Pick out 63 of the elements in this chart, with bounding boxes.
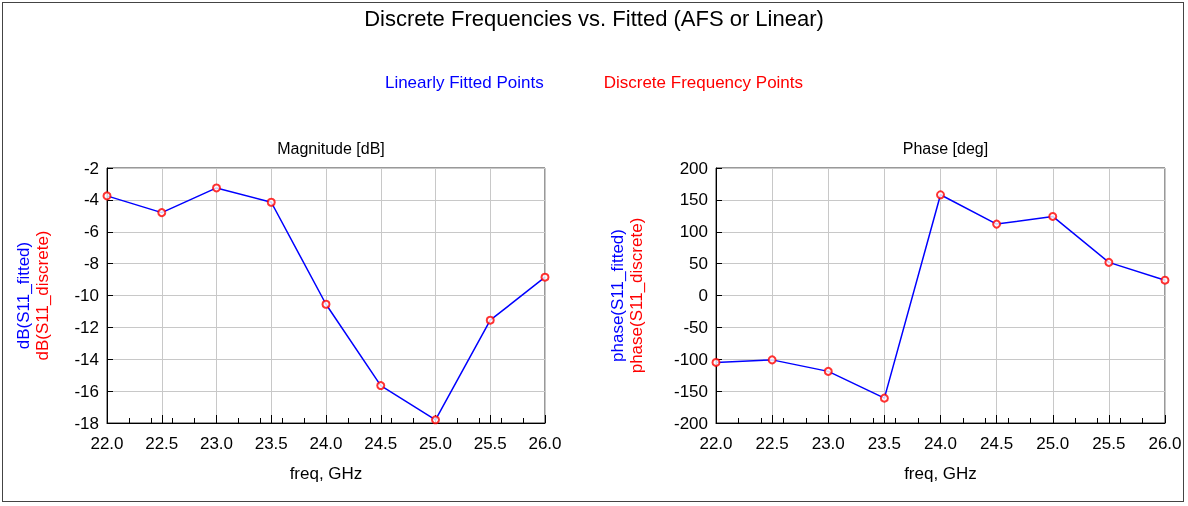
y-axis-title: phase(S11_fitted) phase(S11_discrete)	[608, 217, 646, 374]
x-tick-label: 26.0	[1148, 434, 1182, 453]
point	[1104, 257, 1114, 267]
y-tick-label: -12	[74, 317, 99, 337]
x-tick-label: 22.0	[699, 434, 733, 453]
point	[266, 197, 276, 207]
y-tick-label: -2	[83, 158, 99, 178]
x-tick-label: 22.5	[755, 434, 789, 453]
y-tick-label: -14	[74, 349, 99, 369]
y-tick-label: 100	[679, 222, 708, 242]
y-tick-label: -18	[74, 413, 99, 433]
x-tick-label: 25.5	[473, 434, 507, 453]
text: Discrete Frequency Points	[603, 73, 804, 92]
y-tick-label: -10	[74, 286, 99, 305]
point	[767, 355, 777, 365]
x-tick-label: 26.0	[528, 434, 562, 453]
x-tick-label: 23.0	[199, 434, 234, 453]
x-axis-title: freq, GHz	[289, 464, 363, 483]
point	[936, 190, 945, 200]
point	[992, 219, 1002, 229]
y-tick-label: -8	[83, 254, 99, 274]
x-tick-label: 24.5	[980, 434, 1014, 453]
point	[212, 183, 221, 193]
point	[157, 208, 167, 218]
point	[376, 381, 386, 391]
y-tick-label: -6	[83, 222, 99, 242]
point	[879, 393, 889, 403]
text: Discrete Frequencies vs. Fitted (AFS or Linear)	[363, 6, 825, 32]
y-tick-label: -50	[683, 317, 708, 337]
x-tick-label: 25.5	[1092, 434, 1126, 453]
x-axis-title: freq, GHz	[904, 464, 977, 483]
y-tick-label: -16	[74, 381, 99, 401]
point	[485, 315, 495, 325]
x-tick-label: 24.0	[923, 434, 958, 453]
y-tick-label: -4	[83, 190, 99, 210]
point	[102, 191, 112, 201]
point	[711, 357, 721, 367]
y-tick-label: 200	[679, 158, 708, 178]
y-tick-label: 150	[679, 190, 708, 210]
x-tick-label: 24.0	[309, 434, 343, 453]
x-tick-label: 23.5	[867, 434, 901, 453]
chart-title: Phase [deg]	[902, 139, 989, 157]
point	[431, 415, 440, 425]
text: Linearly Fitted Points	[384, 73, 544, 92]
x-tick-label: 23.0	[811, 434, 845, 453]
y-axis-title: dB(S11_fitted) dB(S11_discrete)	[14, 230, 52, 361]
chart-title: Magnitude [dB]	[277, 139, 385, 157]
point	[540, 272, 550, 282]
x-tick-label: 23.5	[254, 434, 288, 453]
x-tick-label: 24.5	[364, 434, 398, 453]
y-tick-label: 0	[698, 286, 708, 305]
x-tick-label: 25.0	[1036, 434, 1070, 453]
x-tick-label: 25.0	[418, 434, 453, 453]
point	[1160, 275, 1170, 285]
y-tick-label: -100	[673, 349, 708, 369]
y-tick-label: -200	[673, 413, 708, 433]
x-tick-label: 22.5	[145, 434, 179, 453]
point	[823, 366, 833, 376]
y-tick-label: -150	[673, 381, 708, 401]
y-tick-label: 50	[689, 254, 708, 274]
point	[1048, 211, 1058, 221]
point	[321, 299, 331, 309]
x-tick-label: 22.0	[90, 434, 124, 453]
